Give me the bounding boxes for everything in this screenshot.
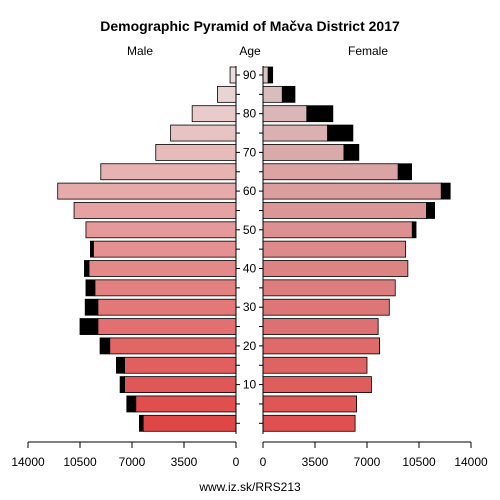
- female-bar-30-34: [262, 298, 390, 316]
- male-bar-70-74: [155, 143, 237, 161]
- x-axes: 14000 10500 7000 3500 0 0 3500 7000 10500 14000: [11, 441, 488, 469]
- female-x-tick-label: 3500: [302, 455, 329, 469]
- male-bar-20-24: [109, 337, 237, 355]
- male-excess-bar-15-19: [116, 356, 125, 374]
- male-x-tick-label: 0: [233, 455, 240, 469]
- female-bar-35-39: [262, 279, 396, 297]
- female-bar-15-19: [262, 356, 368, 374]
- male-bar-50-54: [85, 221, 237, 239]
- female-bar-85-89: [262, 85, 283, 103]
- male-bar-15-19: [124, 356, 237, 374]
- female-excess-bar-60-64: [440, 182, 451, 200]
- male-excess-bar-10-14: [119, 376, 125, 394]
- age-tick-label: 50: [243, 223, 257, 237]
- male-x-tick-label: 7000: [119, 455, 146, 469]
- age-ticks: 10 20 30 40 50 60 70 80 90: [236, 68, 263, 424]
- male-label: Male: [127, 44, 153, 58]
- age-tick-label: 60: [243, 184, 257, 198]
- female-bar-70-74: [262, 143, 345, 161]
- male-bar-40-44: [88, 260, 237, 277]
- male-bar-75-79: [170, 124, 237, 142]
- female-bar-10-14: [262, 376, 372, 394]
- male-bar-5-9: [135, 395, 237, 413]
- chart-title: Demographic Pyramid of Mačva District 20…: [100, 18, 400, 34]
- female-bar-80-84: [262, 105, 308, 123]
- female-x-tick-label: 14000: [454, 455, 488, 469]
- footer-source: www.iz.sk/RRS213: [198, 480, 301, 494]
- male-bar-45-49: [92, 240, 237, 258]
- male-bar-10-14: [124, 376, 237, 394]
- male-x-tick-label: 3500: [171, 455, 198, 469]
- female-bar-75-79: [262, 124, 329, 142]
- male-bars: [57, 66, 237, 432]
- age-tick-label: 90: [243, 68, 257, 82]
- male-excess-bar-40-44: [84, 260, 90, 277]
- female-excess-bar-90+: [267, 66, 274, 84]
- female-x-tick-label: 10500: [402, 455, 436, 469]
- female-excess-bar-75-79: [327, 124, 354, 142]
- female-excess-bar-70-74: [343, 143, 360, 161]
- age-label: Age: [239, 44, 261, 58]
- female-bar-65-69: [262, 163, 399, 181]
- male-excess-bar-45-49: [90, 240, 94, 258]
- male-x-tick-label: 10500: [63, 455, 97, 469]
- female-excess-bar-80-84: [306, 105, 334, 123]
- male-bar-80-84: [191, 105, 237, 123]
- male-excess-bar-30-34: [84, 298, 99, 316]
- male-bar-90+: [229, 66, 237, 84]
- male-bar-60-64: [57, 182, 237, 200]
- male-bar-85-89: [217, 85, 237, 103]
- male-x-tick-label: 14000: [11, 455, 45, 469]
- male-excess-bar-5-9: [126, 395, 137, 413]
- male-bar-65-69: [100, 163, 237, 181]
- female-bar-55-59: [262, 202, 427, 219]
- female-bars: [262, 66, 451, 432]
- female-bar-20-24: [262, 337, 381, 355]
- male-bar-30-34: [97, 298, 237, 316]
- male-bar-55-59: [73, 202, 237, 219]
- age-tick-label: 80: [243, 107, 257, 121]
- female-bar-45-49: [262, 240, 407, 258]
- male-excess-bar-25-29: [79, 318, 99, 335]
- female-bar-40-44: [262, 260, 409, 277]
- female-bar-0-4: [262, 414, 356, 432]
- female-bar-60-64: [262, 182, 442, 200]
- female-bar-50-54: [262, 221, 413, 239]
- female-x-tick-label: 0: [260, 455, 267, 469]
- age-tick-label: 20: [243, 339, 257, 353]
- age-tick-label: 30: [243, 300, 257, 314]
- female-label: Female: [348, 44, 388, 58]
- female-x-tick-label: 7000: [354, 455, 381, 469]
- female-excess-bar-85-89: [281, 85, 296, 103]
- age-tick-label: 10: [243, 378, 257, 392]
- female-bar-5-9: [262, 395, 357, 413]
- female-excess-bar-55-59: [426, 202, 435, 219]
- male-excess-bar-35-39: [85, 279, 96, 297]
- male-excess-bar-20-24: [99, 337, 111, 355]
- female-excess-bar-65-69: [397, 163, 412, 181]
- female-bar-25-29: [262, 318, 379, 335]
- age-tick-label: 70: [243, 145, 257, 159]
- male-bar-0-4: [142, 414, 237, 432]
- male-bar-35-39: [94, 279, 237, 297]
- female-excess-bar-50-54: [411, 221, 417, 239]
- age-tick-label: 40: [243, 262, 257, 276]
- male-excess-bar-0-4: [139, 414, 144, 432]
- male-bar-25-29: [97, 318, 237, 335]
- female-bar-90+: [262, 66, 269, 84]
